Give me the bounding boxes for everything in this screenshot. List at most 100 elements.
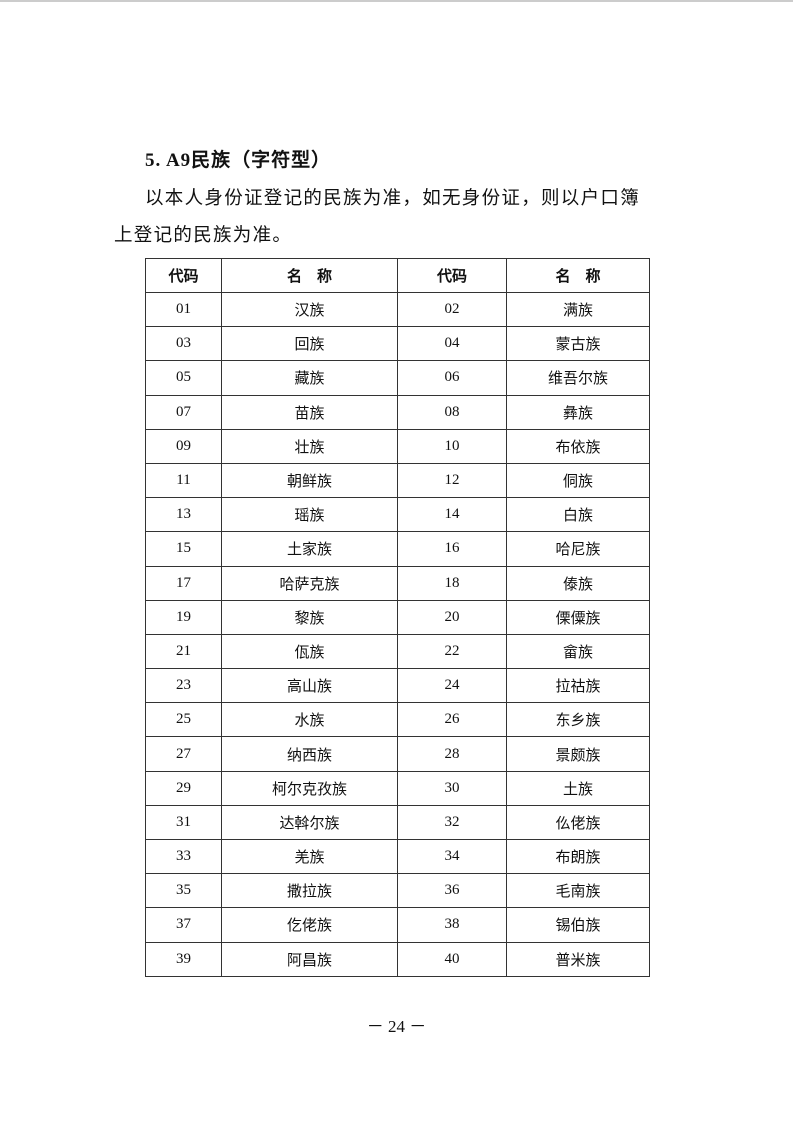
name-cell: 彝族	[506, 394, 650, 430]
code-cell: 26	[397, 702, 507, 738]
table-row: 19 黎族 20 傈僳族	[145, 599, 650, 635]
table-row: 01 汉族 02 满族	[145, 291, 650, 328]
name-cell: 锡伯族	[506, 907, 650, 943]
table-row: 27 纳西族 28 景颇族	[145, 736, 650, 772]
code-cell: 27	[145, 736, 222, 772]
code-cell: 02	[397, 291, 507, 328]
ethnicity-code-table: 代码 名 称 代码 名 称 01 汉族 02 满族 03 回族 04 蒙古族 05 藏族 06 维吾尔…	[145, 258, 650, 977]
section-heading: 5. A9民族（字符型）	[145, 150, 332, 171]
name-cell: 汉族	[221, 291, 398, 328]
name-cell: 佤族	[221, 633, 398, 670]
code-cell: 21	[145, 633, 222, 670]
name-cell: 水族	[221, 702, 398, 738]
name-cell: 柯尔克孜族	[221, 770, 398, 806]
name-cell: 藏族	[221, 360, 398, 396]
name-cell: 黎族	[221, 599, 398, 635]
code-cell: 25	[145, 702, 222, 738]
table-row: 31 达斡尔族 32 仫佬族	[145, 804, 650, 841]
name-cell: 畲族	[506, 633, 650, 670]
table-row: 09 壮族 10 布依族	[145, 428, 650, 464]
name-cell: 回族	[221, 326, 398, 362]
table-row: 29 柯尔克孜族 30 土族	[145, 770, 650, 806]
name-cell: 纳西族	[221, 736, 398, 772]
table-row: 03 回族 04 蒙古族	[145, 326, 650, 362]
name-cell: 壮族	[221, 428, 398, 464]
name-cell: 朝鲜族	[221, 462, 398, 499]
table-row: 15 土家族 16 哈尼族	[145, 531, 650, 567]
code-cell: 31	[145, 804, 222, 841]
name-cell: 侗族	[506, 462, 650, 499]
name-cell: 普米族	[506, 941, 650, 977]
code-cell: 23	[145, 668, 222, 704]
name-cell: 仫佬族	[506, 804, 650, 841]
code-cell: 17	[145, 565, 222, 601]
name-cell: 土族	[506, 770, 650, 806]
code-cell: 28	[397, 736, 507, 772]
code-cell: 18	[397, 565, 507, 601]
header-name: 名 称	[221, 258, 398, 293]
code-cell: 09	[145, 428, 222, 464]
name-cell: 羌族	[221, 838, 398, 875]
code-cell: 29	[145, 770, 222, 806]
code-cell: 14	[397, 497, 507, 533]
name-cell: 哈尼族	[506, 531, 650, 567]
code-cell: 40	[397, 941, 507, 977]
code-cell: 13	[145, 497, 222, 533]
header-code: 代码	[397, 258, 507, 293]
name-cell: 撒拉族	[221, 873, 398, 909]
page-top-border	[0, 0, 793, 2]
name-cell: 景颇族	[506, 736, 650, 772]
name-cell: 哈萨克族	[221, 565, 398, 601]
header-name: 名 称	[506, 258, 650, 293]
code-cell: 30	[397, 770, 507, 806]
description-paragraph: 以本人身份证登记的民族为准，如无身份证，则以户口簿上登记的民族为准。	[114, 189, 641, 246]
code-cell: 11	[145, 462, 222, 499]
table-row: 33 羌族 34 布朗族	[145, 838, 650, 875]
name-cell: 土家族	[221, 531, 398, 567]
code-cell: 05	[145, 360, 222, 396]
name-cell: 傣族	[506, 565, 650, 601]
table-row: 07 苗族 08 彝族	[145, 394, 650, 430]
code-cell: 33	[145, 838, 222, 875]
name-cell: 傈僳族	[506, 599, 650, 635]
name-cell: 东乡族	[506, 702, 650, 738]
code-cell: 10	[397, 428, 507, 464]
code-cell: 01	[145, 291, 222, 328]
table-row: 05 藏族 06 维吾尔族	[145, 360, 650, 396]
code-cell: 38	[397, 907, 507, 943]
name-cell: 阿昌族	[221, 941, 398, 977]
code-cell: 35	[145, 873, 222, 909]
name-cell: 满族	[506, 291, 650, 328]
code-cell: 19	[145, 599, 222, 635]
name-cell: 布朗族	[506, 838, 650, 875]
code-cell: 36	[397, 873, 507, 909]
name-cell: 高山族	[221, 668, 398, 704]
table-row: 13 瑶族 14 白族	[145, 497, 650, 533]
code-cell: 15	[145, 531, 222, 567]
table-row: 23 高山族 24 拉祜族	[145, 668, 650, 704]
table-row: 25 水族 26 东乡族	[145, 702, 650, 738]
code-cell: 07	[145, 394, 222, 430]
table-row: 35 撒拉族 36 毛南族	[145, 873, 650, 909]
code-cell: 20	[397, 599, 507, 635]
name-cell: 蒙古族	[506, 326, 650, 362]
header-code: 代码	[145, 258, 222, 293]
code-cell: 22	[397, 633, 507, 670]
code-cell: 37	[145, 907, 222, 943]
code-cell: 12	[397, 462, 507, 499]
name-cell: 达斡尔族	[221, 804, 398, 841]
table-row: 11 朝鲜族 12 侗族	[145, 462, 650, 499]
name-cell: 毛南族	[506, 873, 650, 909]
code-cell: 32	[397, 804, 507, 841]
code-cell: 04	[397, 326, 507, 362]
name-cell: 瑶族	[221, 497, 398, 533]
name-cell: 苗族	[221, 394, 398, 430]
table-header-row: 代码 名 称 代码 名 称	[145, 258, 650, 293]
code-cell: 39	[145, 941, 222, 977]
table-row: 17 哈萨克族 18 傣族	[145, 565, 650, 601]
name-cell: 维吾尔族	[506, 360, 650, 396]
code-cell: 24	[397, 668, 507, 704]
name-cell: 布依族	[506, 428, 650, 464]
code-cell: 06	[397, 360, 507, 396]
table-row: 39 阿昌族 40 普米族	[145, 941, 650, 977]
